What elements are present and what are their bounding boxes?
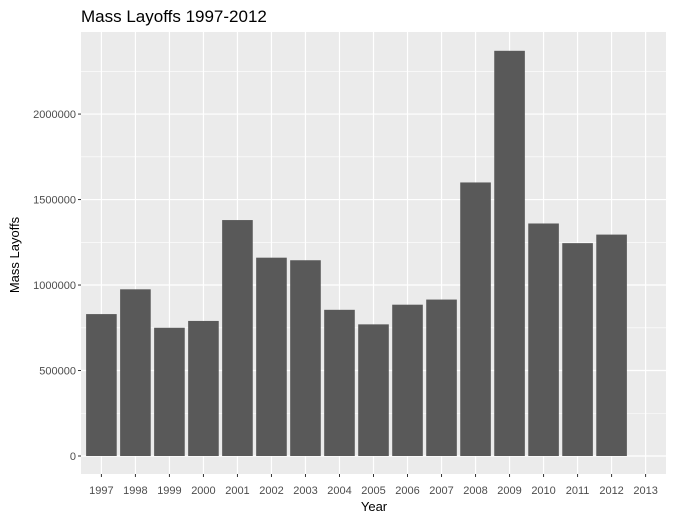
x-tick-label: 2004 [327, 485, 351, 497]
bar-2007 [426, 299, 457, 456]
y-axis-title: Mass Layoffs [7, 216, 22, 293]
x-tick-label: 2002 [259, 485, 283, 497]
bar-1997 [86, 314, 117, 456]
bar-2002 [256, 257, 287, 456]
x-tick-label: 1998 [123, 485, 147, 497]
bar-2003 [290, 260, 321, 456]
x-tick-label: 2011 [566, 485, 590, 497]
x-tick-label: 2000 [191, 485, 215, 497]
chart-title: Mass Layoffs 1997-2012 [81, 7, 267, 26]
x-tick-label: 2012 [599, 485, 623, 497]
x-tick-label: 1997 [89, 485, 113, 497]
x-tick-label: 2013 [633, 485, 657, 497]
x-tick-label: 1999 [157, 485, 181, 497]
y-tick-label: 1500000 [33, 195, 76, 207]
bar-1999 [154, 327, 185, 456]
y-tick-label: 500000 [39, 366, 76, 378]
bar-2005 [358, 324, 389, 456]
bar-2008 [460, 182, 491, 457]
y-tick-label: 1000000 [33, 280, 76, 292]
bar-2011 [562, 243, 593, 456]
y-axis: 0 500000 1000000 1500000 2000000 [33, 109, 81, 463]
x-tick-label: 2008 [463, 485, 487, 497]
x-tick-label: 2003 [293, 485, 317, 497]
y-tick-label: 0 [70, 451, 76, 463]
bar-2009 [494, 50, 525, 456]
bar-2012 [596, 234, 627, 456]
x-axis: 1997 1998 1999 2000 2001 2002 2003 2004 2005 2006… [89, 474, 658, 497]
x-tick-label: 2001 [225, 485, 249, 497]
x-tick-label: 2009 [497, 485, 521, 497]
y-tick-label: 2000000 [33, 109, 76, 121]
x-tick-label: 2010 [531, 485, 555, 497]
bar-2001 [222, 220, 253, 456]
x-axis-title: Year [361, 499, 388, 514]
x-tick-label: 2005 [361, 485, 385, 497]
bar-2004 [324, 309, 355, 456]
bar-2006 [392, 304, 423, 456]
bar-2010 [528, 223, 559, 456]
bar-1998 [120, 289, 151, 456]
bar-2000 [188, 320, 219, 456]
bars [86, 50, 627, 457]
x-tick-label: 2006 [395, 485, 419, 497]
x-tick-label: 2007 [429, 485, 453, 497]
